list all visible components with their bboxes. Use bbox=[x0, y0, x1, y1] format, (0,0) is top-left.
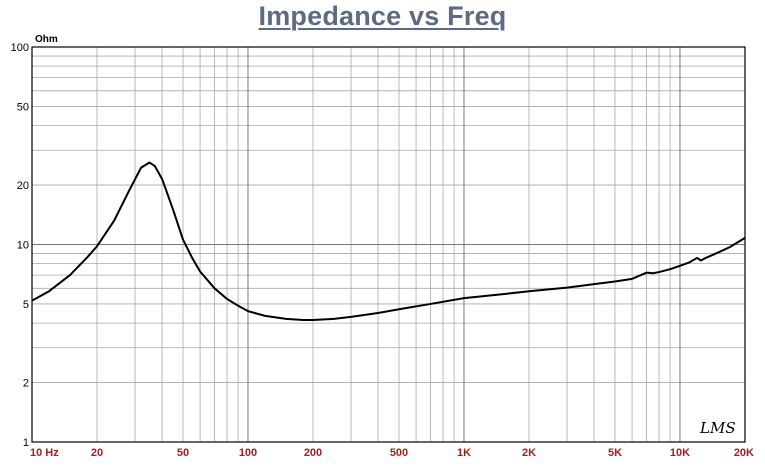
plot-frame bbox=[31, 46, 746, 443]
x-tick-label: 2K bbox=[522, 447, 536, 459]
x-tick-label: 100 bbox=[239, 447, 257, 459]
x-tick-label: 20K bbox=[734, 447, 754, 459]
y-tick-label: 10 bbox=[17, 240, 29, 252]
y-tick-label: 5 bbox=[23, 299, 29, 311]
x-tick-label: 10K bbox=[670, 447, 690, 459]
x-tick-label: 200 bbox=[304, 447, 322, 459]
x-tick-labels: 10 Hz 20 50 100 200 500 1K 2K 5K 10K 20K bbox=[30, 447, 754, 459]
x-tick-label: 500 bbox=[390, 447, 408, 459]
y-axis-unit: Ohm bbox=[35, 34, 58, 45]
chart-title: Impedance vs Freq bbox=[258, 1, 507, 31]
y-tick-label: 1 bbox=[23, 437, 29, 449]
y-tick-label: 20 bbox=[17, 180, 29, 192]
x-tick-label: 1K bbox=[457, 447, 471, 459]
y-tick-label: 2 bbox=[23, 378, 29, 390]
y-tick-label: 100 bbox=[11, 42, 29, 54]
impedance-curve bbox=[31, 161, 746, 321]
lms-watermark: LMS bbox=[699, 419, 736, 437]
y-tick-labels: 100 50 20 10 5 2 1 bbox=[11, 42, 29, 449]
x-tick-label: 50 bbox=[177, 447, 189, 459]
x-tick-label: 5K bbox=[608, 447, 622, 459]
x-tick-label: 10 Hz bbox=[30, 447, 59, 459]
y-tick-label: 50 bbox=[17, 102, 29, 114]
x-tick-label: 20 bbox=[91, 447, 103, 459]
